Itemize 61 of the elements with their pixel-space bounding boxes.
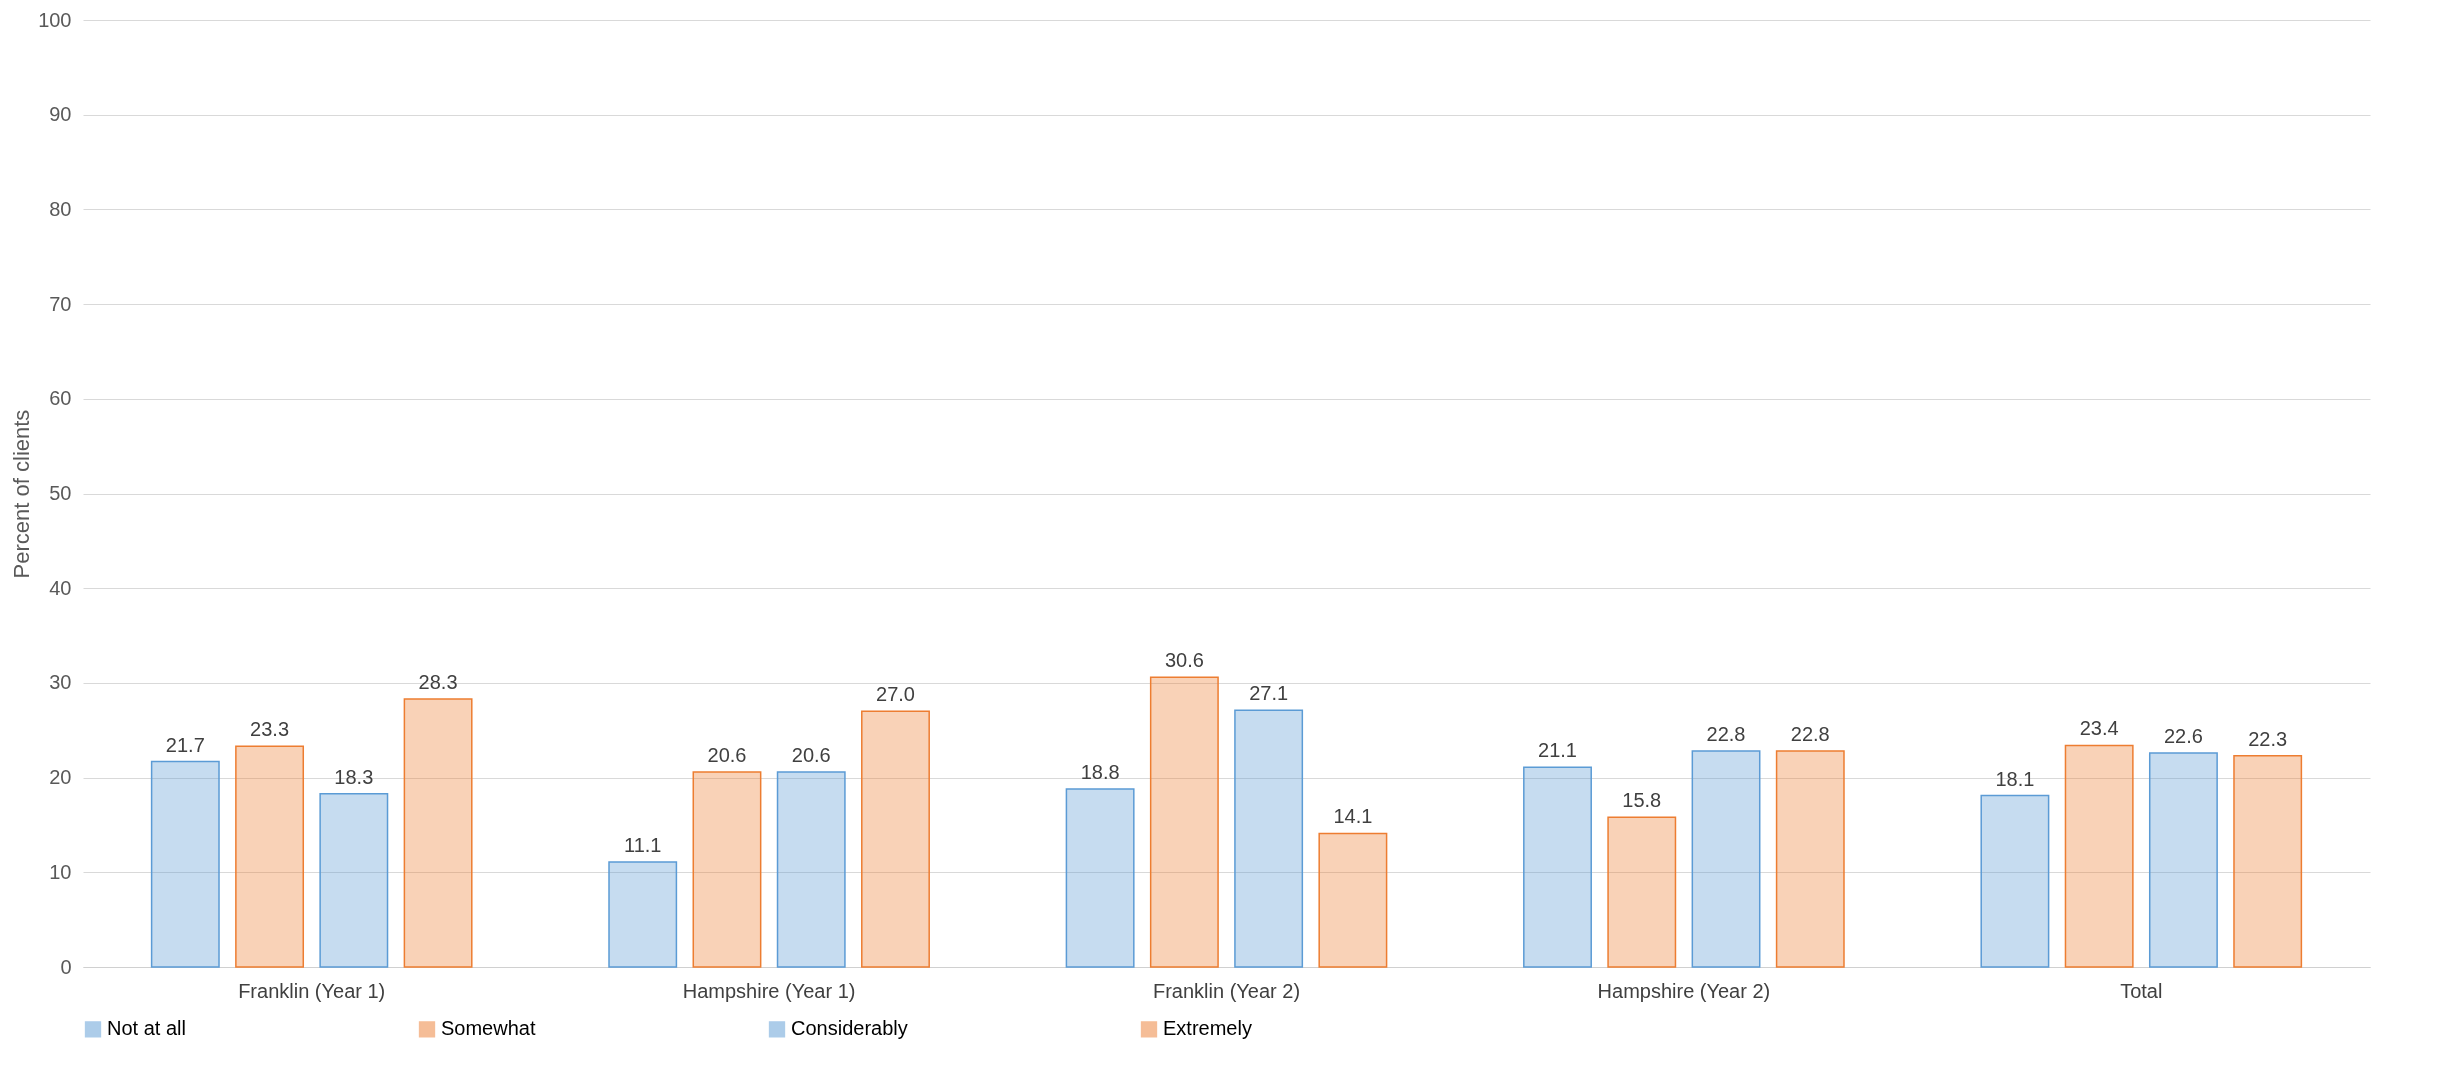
- y-tick-label: 30: [49, 671, 72, 694]
- legend-label: Somewhat: [441, 1017, 536, 1040]
- y-tick-label: 100: [38, 8, 72, 31]
- data-label: 15.8: [1622, 789, 1662, 812]
- x-tick-label: Franklin (Year 2): [1152, 979, 1301, 1002]
- data-label: 22.6: [2163, 724, 2203, 747]
- bar: [1234, 709, 1304, 968]
- bar: [319, 792, 389, 968]
- data-label: 28.3: [418, 671, 458, 693]
- data-label: 21.7: [165, 733, 205, 756]
- data-label: 18.8: [1080, 760, 1120, 783]
- data-label: 20.6: [707, 743, 747, 766]
- bar: [861, 710, 930, 968]
- y-tick-label: 50: [49, 482, 72, 504]
- y-axis-title: Percent of clients: [9, 409, 35, 579]
- data-label: 23.3: [250, 718, 290, 741]
- bar: [1065, 788, 1135, 968]
- data-label: 20.6: [791, 743, 831, 766]
- x-tick-label: Franklin (Year 1): [238, 979, 386, 1002]
- x-tick-label: Hampshire (Year 1): [682, 979, 856, 1002]
- bar: [235, 745, 305, 968]
- bar: [776, 771, 846, 968]
- y-tick-label: 40: [49, 576, 72, 599]
- bar: [1691, 750, 1761, 968]
- bar: [1523, 766, 1592, 968]
- data-label: 27.1: [1249, 682, 1289, 705]
- legend-label: Not at all: [107, 1017, 186, 1040]
- data-label: 11.1: [623, 833, 662, 856]
- bar: [1318, 832, 1388, 968]
- bar: [1775, 750, 1845, 968]
- y-tick-label: 0: [60, 955, 72, 978]
- y-tick-label: 70: [49, 292, 72, 315]
- legend-label: Considerably: [791, 1017, 908, 1040]
- data-label: 22.8: [1790, 723, 1830, 746]
- data-label: 21.1: [1538, 739, 1577, 762]
- y-tick-label: 10: [49, 860, 72, 883]
- bar: [608, 861, 678, 968]
- bar: [2148, 752, 2218, 968]
- x-tick-label: Total: [2120, 979, 2163, 1002]
- data-label: 18.1: [1995, 767, 2035, 790]
- bar: [1607, 816, 1677, 968]
- data-label: 22.8: [1706, 723, 1746, 746]
- y-tick-label: 20: [49, 766, 72, 789]
- bar: [1149, 676, 1219, 968]
- y-tick-label: 80: [49, 197, 72, 220]
- legend-label: Extremely: [1163, 1017, 1252, 1040]
- data-label: 30.6: [1164, 649, 1204, 672]
- y-tick-label: 90: [49, 103, 72, 126]
- y-tick-label: 60: [49, 387, 72, 410]
- data-label: 18.3: [334, 765, 374, 788]
- bar: [692, 771, 762, 968]
- data-label: 27.0: [876, 683, 915, 706]
- bar: [403, 698, 473, 968]
- x-tick-label: Hampshire (Year 2): [1597, 979, 1771, 1002]
- data-label: 23.4: [2079, 717, 2119, 740]
- bar: [1980, 794, 2050, 968]
- bar: [150, 760, 220, 968]
- data-label: 22.3: [2248, 727, 2288, 750]
- data-label: 14.1: [1333, 805, 1373, 828]
- bar: [2233, 755, 2303, 968]
- bar: [2064, 744, 2134, 968]
